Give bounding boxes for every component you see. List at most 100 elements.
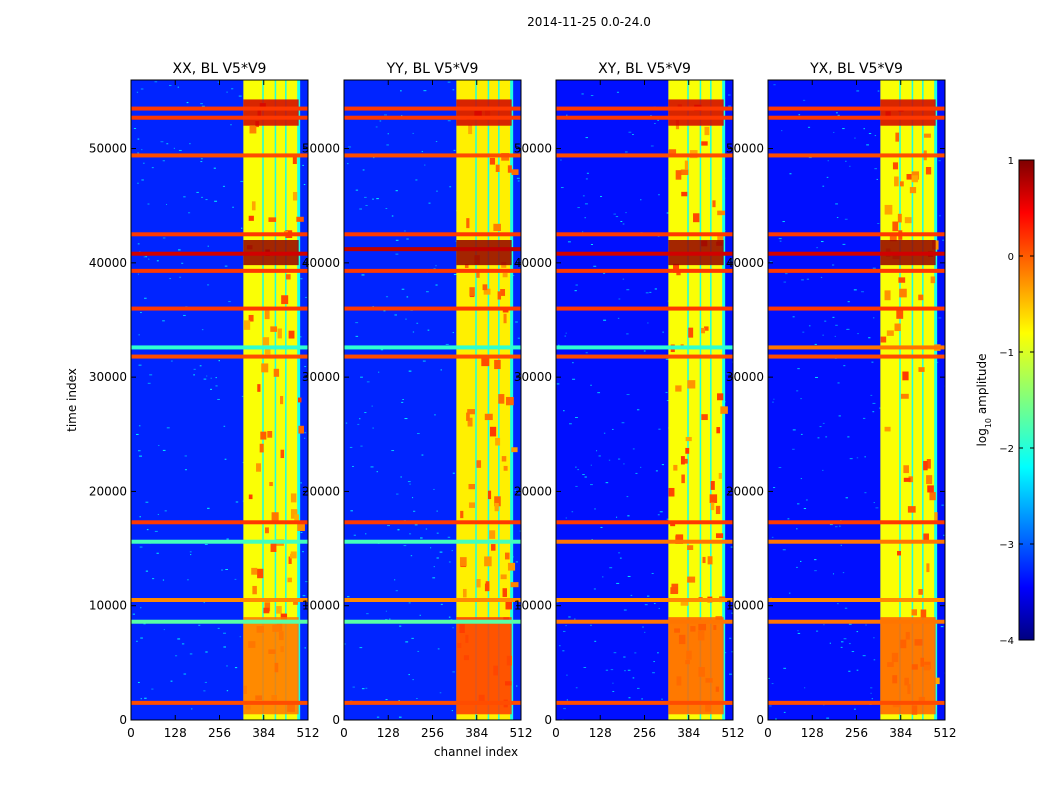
band-blob [459,557,467,566]
horizontal-line [768,354,945,359]
heatmap-noise [856,631,859,633]
heatmap-noise [136,91,139,93]
heatmap-noise [637,687,640,689]
heatmap-noise [241,227,243,229]
heatmap-noise [163,629,165,631]
heatmap-noise [453,149,456,151]
heatmap-noise [814,343,817,345]
heatmap-noise [231,88,234,90]
heatmap-noise [142,162,145,164]
heatmap-noise [868,337,871,339]
x-tick-label: 512 [297,726,320,740]
heatmap-noise [137,450,141,452]
heatmap-noise [565,517,567,519]
heatmap-noise [621,422,625,424]
band-blob [500,574,507,580]
horizontal-line [768,251,945,256]
heatmap-noise [435,265,437,267]
band-blob [892,162,899,170]
x-tick-label: 128 [377,726,400,740]
heatmap-noise [632,134,634,136]
band-blob [930,276,936,284]
heatmap-noise [365,687,368,689]
heatmap-noise [361,274,365,276]
heatmap-noise [848,670,851,672]
heatmap-noise [584,203,588,205]
heatmap-noise [874,168,878,170]
band-blob [702,556,706,564]
heatmap-noise [428,202,431,204]
heatmap-noise [618,552,621,554]
heatmap-noise [938,160,941,162]
heatmap-noise [847,301,850,303]
heatmap-noise [411,637,414,639]
heatmap-noise [164,510,167,512]
heatmap-noise [797,503,800,505]
heatmap-noise [872,402,876,404]
y-axis-label: time index [65,368,79,432]
band-blob [703,326,709,331]
heatmap-noise [305,581,308,583]
heatmap-noise [658,428,661,430]
band-blob [923,133,931,138]
horizontal-line [768,619,945,624]
heatmap-noise [873,317,875,319]
heatmap-noise [203,602,205,604]
x-tick-label: 512 [934,726,957,740]
band-blob [256,463,261,472]
heatmap-noise [386,144,389,146]
heatmap-noise [224,265,228,267]
heatmap-noise [240,180,244,182]
x-tick-label: 0 [764,726,772,740]
heatmap-noise [364,533,367,535]
horizontal-line [131,345,308,350]
heatmap-noise [620,221,623,223]
horizontal-line [344,306,521,311]
horizontal-line [768,520,945,525]
band-blob [466,412,470,421]
band-blob [668,487,675,497]
band-blob [495,164,500,172]
band-blob [476,270,480,278]
band-blob [269,482,273,487]
heatmap-noise [223,632,227,634]
heatmap-noise [832,264,835,266]
horizontal-line [768,598,945,602]
heatmap-noise [435,141,438,143]
heatmap-noise [731,651,733,653]
colorbar-tick-label: −4 [999,636,1014,647]
heatmap-noise [857,333,859,335]
heatmap-noise [665,358,669,360]
heatmap-noise [639,466,642,468]
heatmap-noise [644,604,648,606]
heatmap-noise [560,187,564,189]
heatmap-noise [380,349,384,351]
band-blob [491,544,496,551]
heatmap-noise [844,218,848,220]
heatmap-noise [156,260,159,262]
heatmap-noise [189,143,191,145]
heatmap-noise [605,669,609,671]
band-blob [251,567,258,575]
heatmap-noise [568,616,571,618]
heatmap-noise [939,215,941,217]
heatmap-noise [827,160,829,162]
horizontal-line [768,268,945,273]
heatmap-noise [829,524,833,526]
heatmap-noise [450,619,453,621]
heatmap-noise [865,624,867,626]
heatmap-noise [407,481,411,483]
horizontal-line [768,232,945,237]
heatmap-noise [590,624,592,626]
heatmap-noise [350,510,353,512]
heatmap-noise [864,456,866,458]
heatmap-noise [653,661,655,663]
horizontal-line [768,700,945,705]
band-blob [701,141,708,146]
band-blob [288,330,295,339]
heatmap-noise [439,692,442,694]
heatmap-noise [141,179,144,181]
heatmap-noise [565,625,567,627]
heatmap-noise [625,212,627,214]
heatmap-noise [797,368,800,370]
